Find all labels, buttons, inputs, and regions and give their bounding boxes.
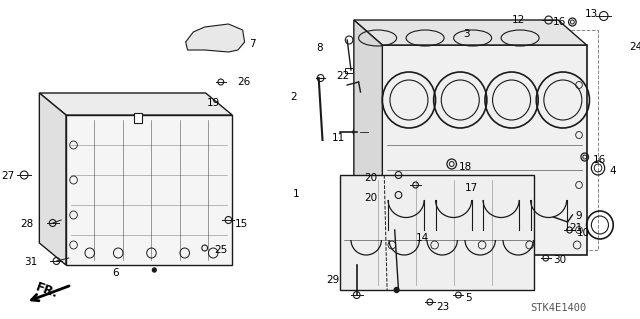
Text: STK4E1400: STK4E1400 <box>530 303 586 313</box>
Text: 6: 6 <box>113 268 119 278</box>
Polygon shape <box>354 20 382 255</box>
Text: 8: 8 <box>316 43 323 53</box>
Bar <box>66 115 232 265</box>
Text: 30: 30 <box>554 255 566 265</box>
Text: 24: 24 <box>629 42 640 52</box>
Polygon shape <box>354 20 587 45</box>
Polygon shape <box>39 93 232 115</box>
Text: 29: 29 <box>326 275 340 285</box>
Text: 22: 22 <box>336 71 349 81</box>
Text: 1: 1 <box>293 189 300 199</box>
Text: 4: 4 <box>609 166 616 176</box>
Polygon shape <box>39 93 66 265</box>
Text: 16: 16 <box>593 155 607 165</box>
Circle shape <box>152 268 156 272</box>
Bar <box>382 45 587 255</box>
Bar <box>134 113 142 123</box>
Text: FR.: FR. <box>34 281 60 301</box>
Text: 17: 17 <box>465 183 478 193</box>
Text: 20: 20 <box>364 193 378 203</box>
Text: 2: 2 <box>290 92 297 102</box>
Polygon shape <box>186 24 244 52</box>
Text: 31: 31 <box>24 257 38 267</box>
Text: 19: 19 <box>207 98 220 108</box>
Text: 20: 20 <box>364 173 378 183</box>
Text: 21: 21 <box>570 223 583 233</box>
Text: 23: 23 <box>436 302 450 312</box>
Circle shape <box>394 287 399 293</box>
Bar <box>346 68 353 73</box>
Text: 15: 15 <box>235 219 248 229</box>
Text: 3: 3 <box>463 29 470 39</box>
Text: 16: 16 <box>552 17 566 27</box>
Text: 5: 5 <box>465 293 472 303</box>
Text: 12: 12 <box>511 15 525 25</box>
Text: 25: 25 <box>214 245 227 255</box>
Text: 7: 7 <box>250 39 256 49</box>
Text: 9: 9 <box>575 211 582 221</box>
Bar <box>370 30 598 250</box>
Text: 28: 28 <box>20 219 34 229</box>
Text: 14: 14 <box>415 233 429 243</box>
Text: 11: 11 <box>332 133 345 143</box>
Text: 26: 26 <box>237 77 250 87</box>
Text: 27: 27 <box>1 171 15 181</box>
Bar <box>340 175 534 290</box>
Text: 10: 10 <box>577 228 590 238</box>
Text: 13: 13 <box>585 9 598 19</box>
Text: 18: 18 <box>460 162 472 172</box>
